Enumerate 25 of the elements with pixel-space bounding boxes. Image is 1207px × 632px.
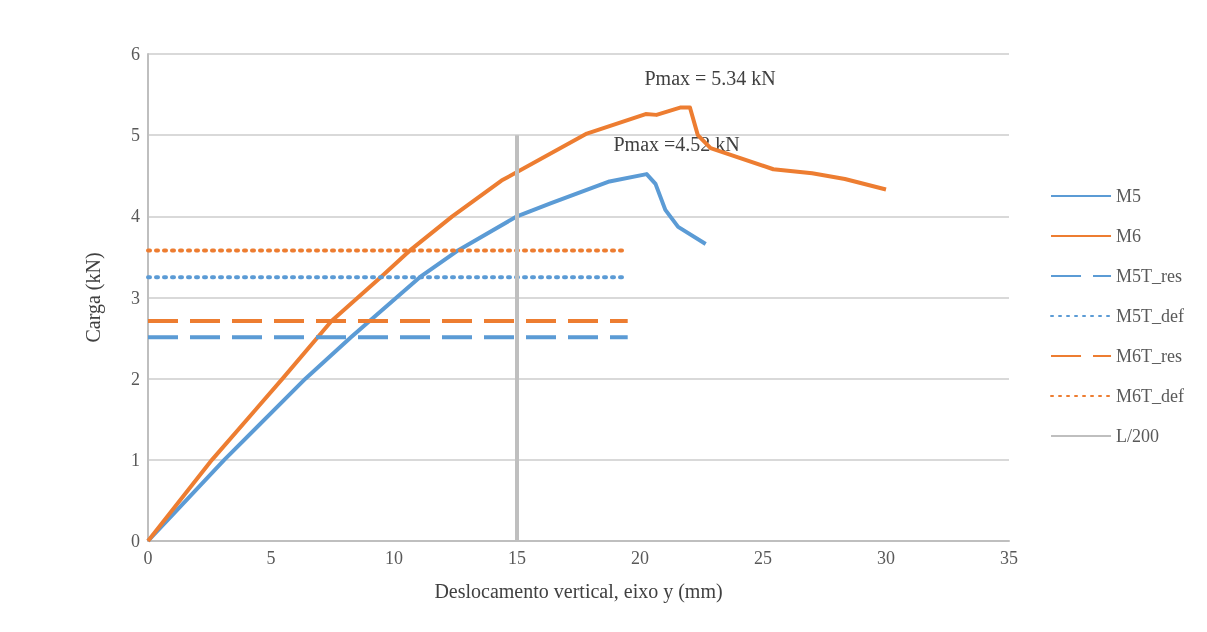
x-tick-label: 10: [385, 548, 403, 568]
line-series: [146, 105, 888, 543]
x-tick-label: 30: [877, 548, 895, 568]
y-tick-label: 0: [131, 531, 140, 551]
y-tick-label: 1: [131, 449, 140, 470]
legend-label: M5T_res: [1116, 266, 1183, 286]
y-tick-label: 4: [131, 206, 140, 227]
y-tick-label: 3: [131, 287, 140, 308]
x-axis-title: Deslocamento vertical, eixo y (mm): [434, 580, 723, 603]
legend-label: L/200: [1116, 426, 1160, 446]
x-tick-label: 20: [631, 548, 649, 568]
y-tick-label: 2: [131, 368, 140, 389]
legend-label: M6T_res: [1116, 346, 1183, 366]
legend-label: M6: [1116, 226, 1142, 246]
x-tick-label: 5: [266, 548, 276, 568]
annotation: Pmax = 5.34 kN: [644, 66, 776, 89]
x-tick-label: 15: [508, 548, 526, 568]
x-tick-label: 35: [1000, 548, 1018, 568]
y-tick-label: 5: [131, 125, 140, 146]
legend-label: M5T_def: [1116, 306, 1185, 326]
y-axis-title: Carga (kN): [82, 252, 105, 343]
y-tick-label: 6: [131, 44, 140, 64]
legend-label: M6T_def: [1116, 386, 1185, 406]
x-tick-label: 25: [754, 548, 772, 568]
legend-label: M5: [1116, 186, 1142, 206]
